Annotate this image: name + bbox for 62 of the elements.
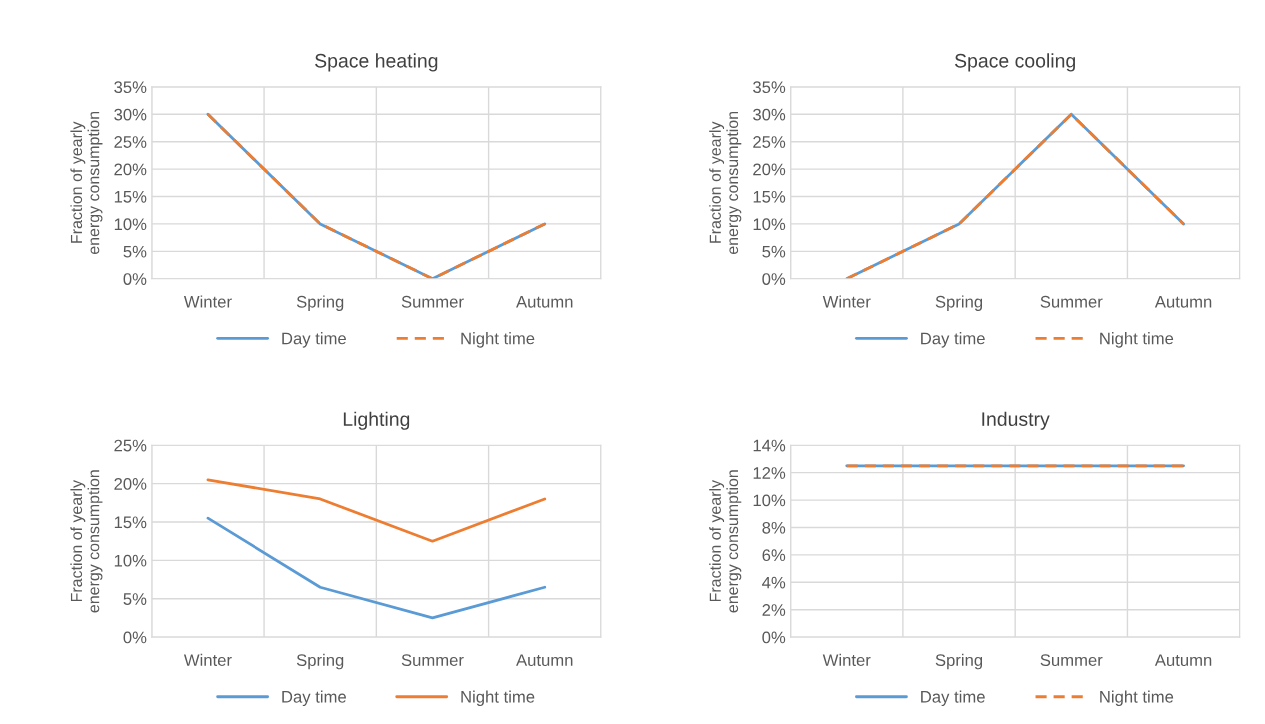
y-tick-label: 20% [114, 163, 147, 176]
y-tick-label: 35% [114, 81, 147, 94]
y-axis-title: Fraction of yearly energy consumption [70, 470, 103, 613]
x-tick-label: Autumn [1154, 296, 1212, 308]
y-tick-label: 5% [762, 245, 786, 258]
chart-title: Space cooling [954, 53, 1075, 72]
y-tick-label: 5% [123, 593, 147, 605]
y-tick-label: 12% [753, 467, 786, 479]
x-tick-label: Autumn [1154, 654, 1212, 667]
y-tick-label: 30% [114, 108, 147, 121]
y-tick-label: 15% [114, 516, 147, 529]
legend-label: Night time [461, 332, 535, 348]
legend-label: Night time [1100, 332, 1174, 348]
x-tick-label: Autumn [516, 296, 573, 308]
y-tick-label: 4% [762, 576, 786, 589]
y-tick-label: 20% [114, 478, 147, 490]
y-tick-label: 6% [762, 549, 786, 562]
y-tick-label: 2% [762, 604, 786, 616]
y-tick-label: 0% [762, 631, 786, 644]
y-axis-title: Fraction of yearly energy consumption [709, 111, 742, 255]
y-tick-label: 14% [753, 439, 786, 452]
x-tick-label: Summer [401, 654, 464, 667]
legend-label: Day time [921, 690, 985, 707]
y-tick-label: 8% [762, 521, 786, 534]
legend-label: Day time [282, 332, 346, 348]
y-tick-label: 0% [123, 631, 147, 644]
x-tick-label: Spring [935, 653, 983, 670]
x-tick-label: Summer [1040, 654, 1103, 667]
y-tick-label: 25% [114, 136, 147, 148]
y-tick-label: 10% [753, 494, 786, 507]
legend-label: Night time [1100, 690, 1174, 707]
x-tick-label: Spring [935, 295, 983, 311]
x-tick-label: Summer [1040, 295, 1103, 308]
chart-title: Industry [982, 411, 1050, 430]
y-tick-label: 25% [753, 136, 786, 148]
y-tick-label: 30% [753, 108, 786, 121]
y-tick-label: 10% [753, 218, 786, 231]
y-tick-label: 0% [762, 273, 786, 285]
y-tick-label: 25% [114, 439, 147, 452]
chart-title: Lighting [343, 411, 410, 430]
x-tick-label: Winter [822, 653, 871, 667]
y-tick-label: 20% [753, 163, 786, 176]
y-tick-label: 15% [114, 190, 147, 203]
y-axis-title: Fraction of yearly energy consumption [70, 111, 103, 255]
y-tick-label: 0% [123, 273, 147, 285]
y-tick-label: 10% [114, 218, 147, 231]
x-tick-label: Summer [401, 295, 464, 308]
y-tick-label: 5% [123, 245, 147, 258]
y-tick-label: 35% [753, 81, 786, 94]
y-tick-label: 10% [114, 554, 147, 567]
x-tick-label: Autumn [516, 654, 573, 667]
legend-label: Day time [921, 332, 985, 348]
y-tick-label: 15% [753, 190, 786, 203]
legend-label: Night time [461, 690, 535, 707]
x-tick-label: Winter [183, 653, 232, 667]
chart-title: Space heating [315, 53, 438, 72]
x-tick-label: Winter [183, 295, 232, 308]
y-axis-title: Fraction of yearly energy consumption [709, 470, 742, 613]
x-tick-label: Winter [822, 295, 871, 308]
x-tick-label: Spring [296, 295, 344, 311]
legend-label: Day time [282, 690, 346, 707]
x-tick-label: Spring [296, 653, 344, 670]
